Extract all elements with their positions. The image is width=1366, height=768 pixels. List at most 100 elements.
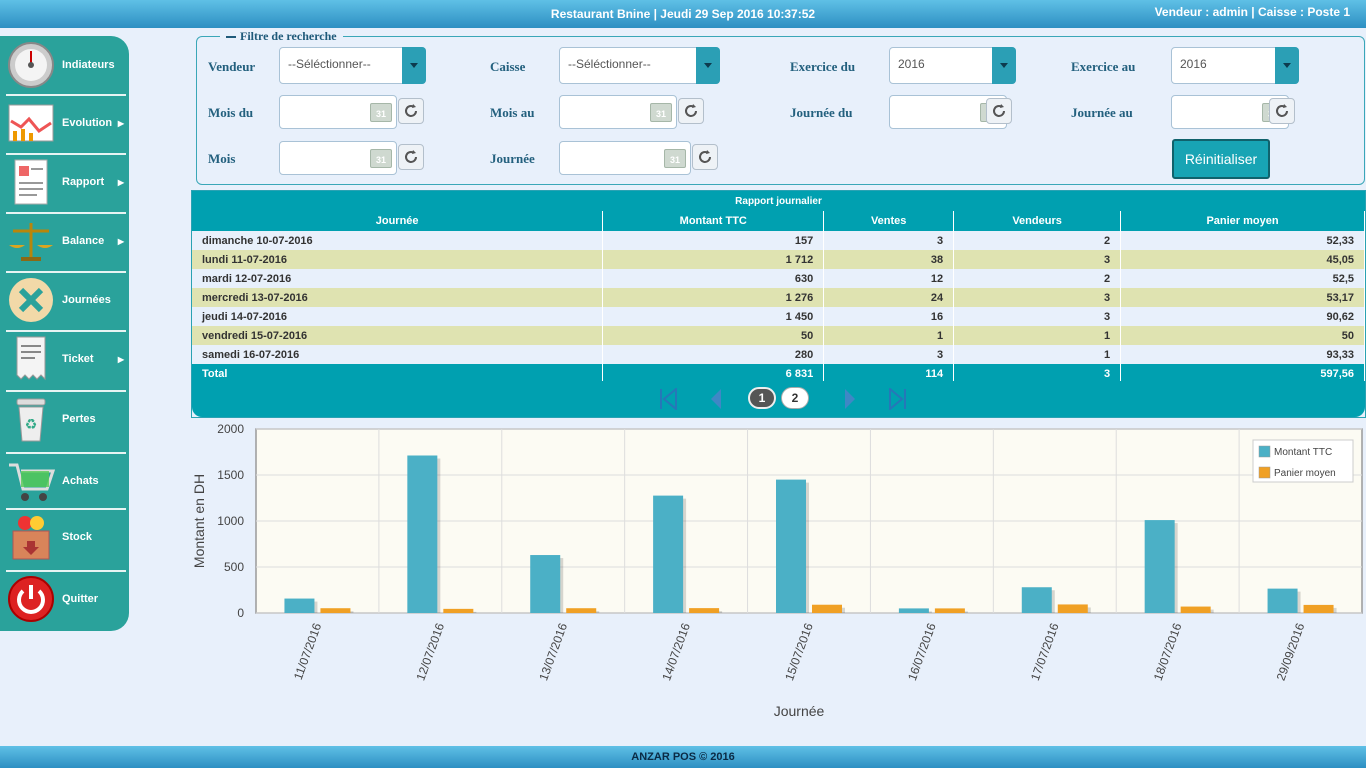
table-row[interactable]: mardi 12-07-2016 630 12 2 52,5: [192, 269, 1365, 288]
first-page-icon[interactable]: [656, 387, 680, 411]
bar-panier: [566, 608, 597, 613]
bar-montant: [776, 479, 806, 613]
chevron-right-icon: ▶: [117, 236, 124, 246]
sidebar-item-label: Evolution: [62, 117, 113, 129]
calendar-icon[interactable]: 31: [650, 103, 672, 122]
gauge-icon: [6, 40, 56, 90]
page-2-button[interactable]: 2: [781, 387, 809, 409]
divider: [6, 452, 126, 454]
table-row[interactable]: mercredi 13-07-2016 1 276 24 3 53,17: [192, 288, 1365, 307]
x-tick-label: 29/09/2016: [1274, 621, 1308, 683]
chevron-down-icon[interactable]: [402, 47, 426, 84]
last-page-icon[interactable]: [886, 387, 910, 411]
journee-du-reset-button[interactable]: [986, 98, 1012, 124]
previous-page-icon[interactable]: [704, 387, 728, 411]
legend-label: Panier moyen: [1274, 468, 1336, 479]
y-tick-label: 1000: [217, 514, 244, 528]
bar-montant: [1267, 588, 1298, 613]
sidebar-item-label: Achats: [62, 475, 99, 487]
table-row[interactable]: lundi 11-07-2016 1 712 38 3 45,05: [192, 250, 1365, 269]
x-axis-label: Journée: [774, 703, 825, 719]
bar-panier: [1303, 604, 1334, 613]
column-header-vendeurs[interactable]: Vendeurs: [953, 211, 1122, 231]
refresh-icon: [405, 104, 417, 117]
chevron-down-icon[interactable]: [1275, 47, 1299, 84]
column-header-ventes[interactable]: Ventes: [823, 211, 955, 231]
calendar-icon[interactable]: 31: [370, 103, 392, 122]
next-page-icon[interactable]: [838, 387, 862, 411]
divider: [6, 508, 126, 510]
x-tick-label: 14/07/2016: [659, 621, 693, 683]
x-tick-label: 12/07/2016: [413, 621, 447, 683]
calendar-icon[interactable]: 31: [664, 149, 686, 168]
mois-input[interactable]: 31: [279, 141, 397, 175]
refresh-icon: [1276, 104, 1288, 117]
mois-du-input[interactable]: 31: [279, 95, 397, 129]
user-info: Vendeur : admin | Caisse : Poste 1: [1154, 5, 1350, 19]
sidebar-item-indicateurs[interactable]: Indiateurs: [6, 40, 126, 90]
column-header-montant[interactable]: Montant TTC: [602, 211, 825, 231]
sidebar-item-ticket[interactable]: Ticket ▶: [6, 334, 126, 384]
divider: [6, 570, 126, 572]
montant-bar-chart: 0 500 1000 1500 2000 11/07/2016 12/07/2016 13/0…: [191, 422, 1363, 719]
table-row[interactable]: samedi 16-07-2016 280 3 1 93,33: [192, 345, 1365, 364]
sidebar: Indiateurs Evolution ▶ Rapport ▶ Balance…: [0, 36, 129, 631]
caisse-label: Caisse: [490, 59, 526, 74]
sidebar-item-balance[interactable]: Balance ▶: [6, 216, 126, 266]
x-tick-label: 13/07/2016: [536, 621, 570, 683]
bar-montant: [898, 608, 929, 613]
reset-button[interactable]: Réinitialiser: [1172, 139, 1270, 179]
divider: [6, 212, 126, 214]
top-bar: Restaurant Bnine | Jeudi 29 Sep 2016 10:…: [0, 0, 1366, 28]
power-icon: [6, 574, 56, 624]
table-row[interactable]: vendredi 15-07-2016 50 1 1 50: [192, 326, 1365, 345]
exercice-au-label: Exercice au: [1071, 59, 1136, 74]
trash-icon: ♻: [6, 394, 56, 444]
svg-text:♻: ♻: [25, 417, 38, 433]
mois-au-reset-button[interactable]: [678, 98, 704, 124]
journee-reset-button[interactable]: [692, 144, 718, 170]
bar-panier: [689, 608, 720, 613]
y-tick-label: 500: [224, 560, 244, 574]
sidebar-item-label: Journées: [62, 294, 111, 306]
mois-reset-button[interactable]: [398, 144, 424, 170]
daily-report-table: Rapport journalier Journée Montant TTC V…: [191, 190, 1366, 418]
x-tick-label: 11/07/2016: [291, 621, 325, 682]
evolution-chart-icon: [6, 98, 56, 148]
x-tick-label: 16/07/2016: [905, 621, 939, 683]
sidebar-item-journees[interactable]: Journées: [6, 275, 126, 325]
bar-montant: [653, 495, 684, 613]
legend-swatch: [1258, 466, 1271, 479]
table-row[interactable]: dimanche 10-07-2016 157 3 2 52,33: [192, 231, 1365, 250]
chevron-down-icon[interactable]: [992, 47, 1016, 84]
y-tick-label: 2000: [217, 422, 244, 436]
calendar-icon[interactable]: 31: [370, 149, 392, 168]
mois-au-input[interactable]: 31: [559, 95, 677, 129]
chevron-down-icon[interactable]: [696, 47, 720, 84]
exercice-au-select[interactable]: 2016: [1171, 47, 1299, 84]
exercice-du-label: Exercice du: [790, 59, 856, 74]
receipt-icon: [6, 334, 56, 384]
journee-input[interactable]: 31: [559, 141, 691, 175]
refresh-icon: [405, 150, 417, 163]
mois-du-reset-button[interactable]: [398, 98, 424, 124]
sidebar-item-stock[interactable]: Stock: [6, 512, 126, 562]
vendeur-select[interactable]: --Séléctionner--: [279, 47, 426, 84]
table-row[interactable]: jeudi 14-07-2016 1 450 16 3 90,62: [192, 307, 1365, 326]
column-header-panier[interactable]: Panier moyen: [1120, 211, 1365, 231]
sidebar-item-quitter[interactable]: Quitter: [6, 574, 126, 624]
sidebar-item-pertes[interactable]: ♻ Pertes: [6, 394, 126, 444]
sidebar-item-label: Balance: [62, 235, 105, 247]
legend-label: Montant TTC: [1274, 447, 1332, 458]
exercice-du-select[interactable]: 2016: [889, 47, 1016, 84]
bar-panier: [320, 608, 351, 613]
sidebar-item-evolution[interactable]: Evolution ▶: [6, 98, 126, 148]
table-header-row: Journée Montant TTC Ventes Vendeurs Pani…: [192, 211, 1365, 231]
journee-au-reset-button[interactable]: [1269, 98, 1295, 124]
filter-legend[interactable]: Filtre de recherche: [220, 29, 343, 44]
page-1-button[interactable]: 1: [748, 387, 776, 409]
column-header-journee[interactable]: Journée: [192, 211, 604, 231]
caisse-select[interactable]: --Séléctionner--: [559, 47, 720, 84]
sidebar-item-achats[interactable]: Achats: [6, 456, 126, 506]
sidebar-item-rapport[interactable]: Rapport ▶: [6, 157, 126, 207]
